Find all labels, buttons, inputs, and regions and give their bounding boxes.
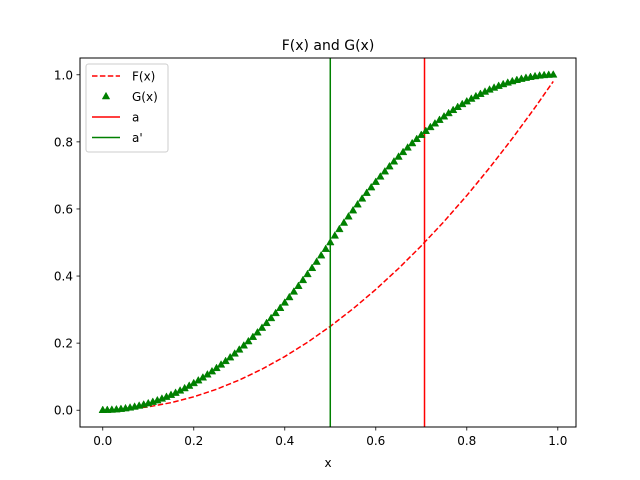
g-point <box>330 231 340 239</box>
legend-entry-a: a <box>92 111 139 125</box>
g-point <box>376 172 385 180</box>
legend-box <box>85 63 169 153</box>
g-point <box>353 199 362 208</box>
g-point <box>239 341 249 349</box>
g-point <box>266 313 276 322</box>
g-point <box>253 327 262 336</box>
g-point <box>362 188 371 196</box>
g-point <box>257 323 267 331</box>
x-tick-label: 0.8 <box>457 434 476 448</box>
g-point <box>316 250 326 259</box>
g-point <box>339 218 349 226</box>
g-point <box>312 257 321 265</box>
g-point <box>380 166 390 175</box>
axis-ticks: 0.0 0.2 0.4 0.6 0.8 1.0 0.0 0.2 0.4 0.6 0.8 1.0 <box>54 68 567 448</box>
plot-area <box>98 58 558 427</box>
g-point <box>271 308 280 317</box>
g-point <box>285 292 294 301</box>
y-tick-label: 0.6 <box>54 202 73 216</box>
legend: F(x) G(x) a a' <box>85 63 169 153</box>
g-point <box>549 70 558 78</box>
g-point <box>426 122 435 131</box>
g-point <box>407 138 417 147</box>
g-point <box>357 194 367 202</box>
legend-label: F(x) <box>132 70 155 84</box>
g-point <box>389 157 399 165</box>
g-point <box>335 224 344 233</box>
g-point <box>344 212 353 220</box>
x-axis-label: x <box>324 456 331 470</box>
x-tick-label: 0.0 <box>93 434 112 448</box>
g-point <box>412 134 421 143</box>
x-tick-label: 1.0 <box>548 434 567 448</box>
y-tick-label: 0.2 <box>54 337 73 351</box>
g-point <box>398 147 408 156</box>
g-point <box>235 345 244 353</box>
legend-label: a' <box>132 131 143 145</box>
x-tick-label: 0.2 <box>184 434 203 448</box>
g-point <box>303 269 312 278</box>
legend-entry-a-prime: a' <box>92 131 143 145</box>
axes-frame <box>79 57 577 428</box>
g-point <box>276 303 285 311</box>
g-point <box>230 349 239 357</box>
g-point <box>298 275 308 284</box>
g-point <box>417 130 426 138</box>
g-point <box>248 332 258 340</box>
g-point <box>403 143 412 151</box>
x-tick-label: 0.6 <box>366 434 385 448</box>
legend-marker <box>101 91 111 100</box>
g-point <box>307 263 317 272</box>
g-point <box>385 161 394 170</box>
y-tick-label: 1.0 <box>54 68 73 82</box>
chart-title: F(x) and G(x) <box>282 38 375 54</box>
legend-entry-f: F(x) <box>92 70 155 84</box>
g-point <box>321 244 330 252</box>
g-point <box>225 352 235 361</box>
g-point <box>367 182 376 191</box>
y-tick-label: 0.8 <box>54 135 73 149</box>
g-point <box>326 237 335 246</box>
g-point <box>280 298 289 306</box>
g-point <box>348 205 358 214</box>
g-point <box>371 177 380 185</box>
legend-label: G(x) <box>132 90 158 104</box>
g-point <box>294 281 303 289</box>
y-tick-label: 0.4 <box>54 270 73 284</box>
g-point <box>262 318 271 327</box>
legend-label: a <box>132 111 139 125</box>
g-point <box>244 336 253 345</box>
legend-entry-g: G(x) <box>101 90 158 104</box>
g-point <box>221 356 230 365</box>
g-point <box>394 152 403 160</box>
g-point <box>289 287 299 295</box>
x-tick-label: 0.4 <box>275 434 294 448</box>
g-point <box>421 126 431 134</box>
y-tick-label: 0.0 <box>54 404 73 418</box>
